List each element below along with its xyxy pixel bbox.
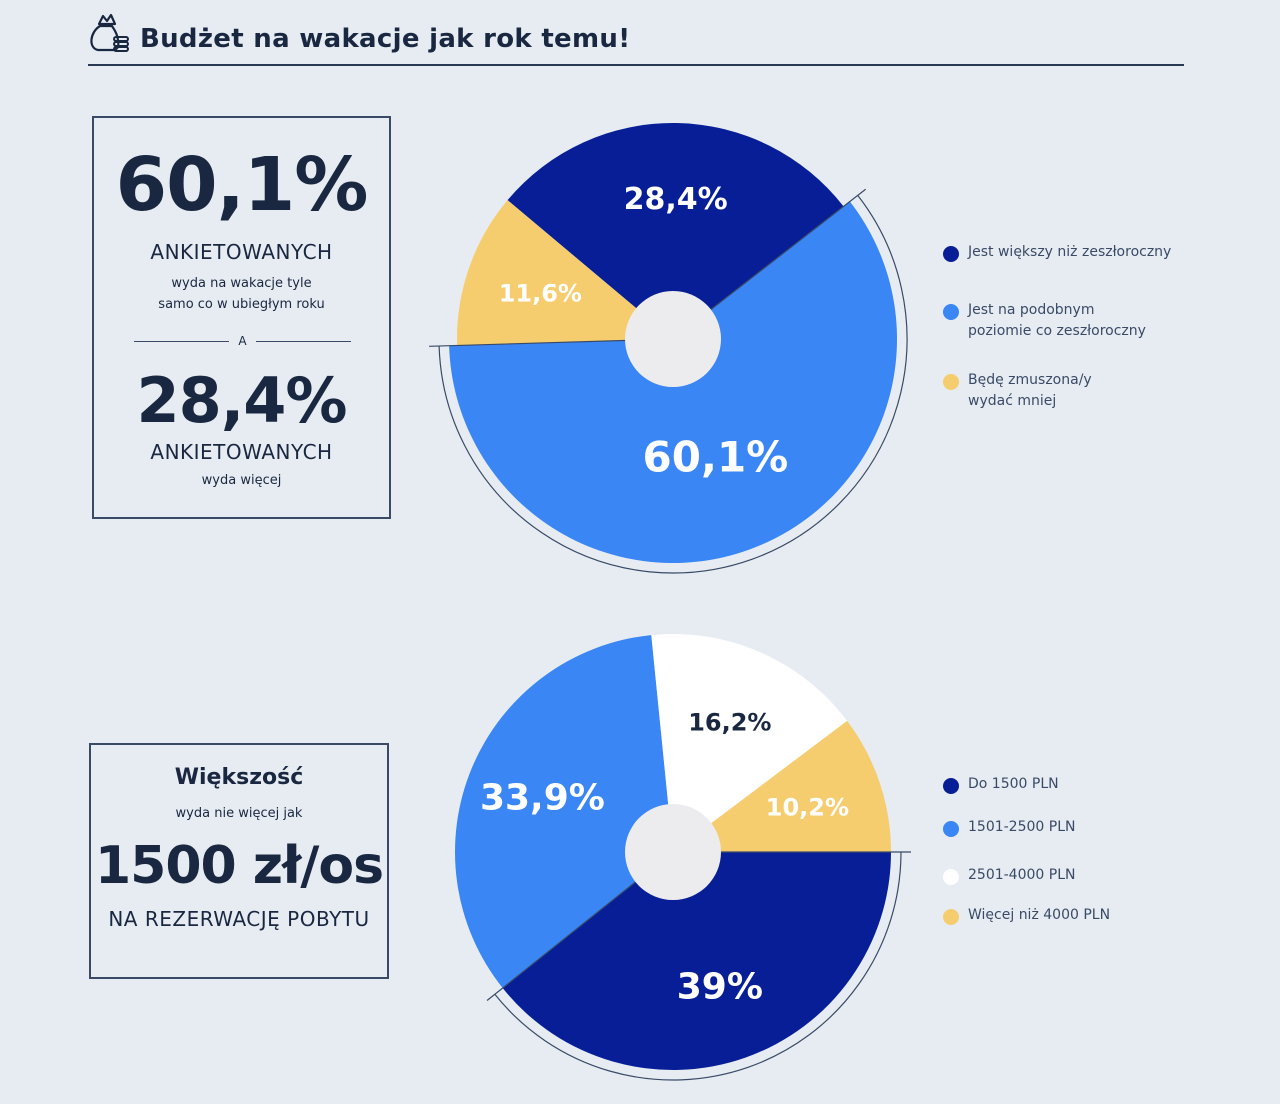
legend-label: Jest na podobnym poziomie co zeszłoroczn…	[968, 302, 1146, 339]
majority-heading: Większość	[174, 765, 304, 790]
legend-label: 2501-4000 PLN	[968, 867, 1076, 883]
legend-item: Do 1500 PLN	[940, 774, 1240, 824]
respondents-label-2: ANKIETOWANYCH	[150, 440, 333, 464]
slice-percentage-label: 60,1%	[643, 433, 789, 482]
description-more: wyda więcej	[201, 473, 282, 488]
pie-slice	[651, 634, 848, 852]
pie-slice	[673, 720, 891, 852]
legend-label: Będę zmuszona/y wydać mniej	[968, 372, 1092, 409]
description-no-more-than: wyda nie więcej jak	[175, 806, 303, 821]
highlight-ring-arc	[494, 851, 902, 1081]
summary-box-budget: 60,1% ANKIETOWANYCH wyda na wakacje tyle…	[92, 116, 391, 519]
description-same: wyda na wakacje tyle samo co w ubiegłym …	[158, 276, 325, 312]
legend-item: Jest większy niż zeszłoroczny	[940, 242, 1240, 292]
divider-line-right	[256, 341, 351, 342]
legend-label: 1501-2500 PLN	[968, 819, 1076, 835]
legend-item: Jest na podobnym poziomie co zeszłoroczn…	[940, 300, 1240, 350]
legend-item: 2501-4000 PLN	[940, 865, 1240, 915]
highlight-ring-arc	[438, 195, 908, 574]
donut-hole	[625, 291, 721, 387]
slice-percentage-label: 33,9%	[480, 778, 605, 819]
big-percentage-more: 28,4%	[136, 364, 347, 437]
pie-slice	[455, 635, 673, 989]
slice-percentage-label: 16,2%	[688, 709, 771, 737]
big-percentage-same: 60,1%	[115, 142, 369, 228]
slice-percentage-label: 11,6%	[499, 279, 582, 307]
respondents-label-1: ANKIETOWANYCH	[150, 240, 333, 264]
big-amount: 1500 zł/os	[94, 836, 384, 896]
legend-label: Więcej niż 4000 PLN	[968, 907, 1111, 923]
divider: A	[134, 334, 351, 348]
divider-label: A	[238, 334, 247, 348]
donut-hole	[625, 804, 721, 900]
legend-item: Będę zmuszona/y wydać mniej	[940, 370, 1240, 420]
header: Budżet na wakacje jak rok temu!	[88, 10, 1184, 66]
legend-color-dot	[943, 778, 959, 794]
money-bag-coins-icon	[90, 13, 129, 52]
slice-percentage-label: 28,4%	[624, 182, 728, 217]
legend-item: 1501-2500 PLN	[940, 817, 1240, 867]
pie-slice	[507, 122, 844, 339]
legend-color-dot	[943, 821, 959, 837]
reservation-label: NA REZERWACJĘ POBYTU	[108, 907, 370, 931]
pie-chart-budget: 28,4% 60,1% 11,6%	[429, 122, 908, 574]
slice-percentage-label: 10,2%	[766, 793, 849, 821]
legend-color-dot	[943, 869, 959, 885]
legend-item: Więcej niż 4000 PLN	[940, 905, 1240, 955]
header-divider	[88, 64, 1184, 66]
legend-color-dot	[943, 909, 959, 925]
legend-color-dot	[943, 246, 959, 262]
divider-line-left	[134, 341, 229, 342]
pie-chart-amount: 39% 33,9% 16,2% 10,2%	[455, 634, 911, 1081]
legend-color-dot	[943, 304, 959, 320]
pie-slice	[502, 852, 891, 1070]
pie-slice	[457, 200, 673, 346]
legend-color-dot	[943, 374, 959, 390]
legend-label: Jest większy niż zeszłoroczny	[968, 244, 1172, 260]
summary-box-spending: Większość wyda nie więcej jak 1500 zł/os…	[89, 743, 389, 979]
slice-percentage-label: 39%	[677, 966, 763, 1007]
page-title: Budżet na wakacje jak rok temu!	[140, 24, 631, 54]
legend-label: Do 1500 PLN	[968, 776, 1059, 792]
